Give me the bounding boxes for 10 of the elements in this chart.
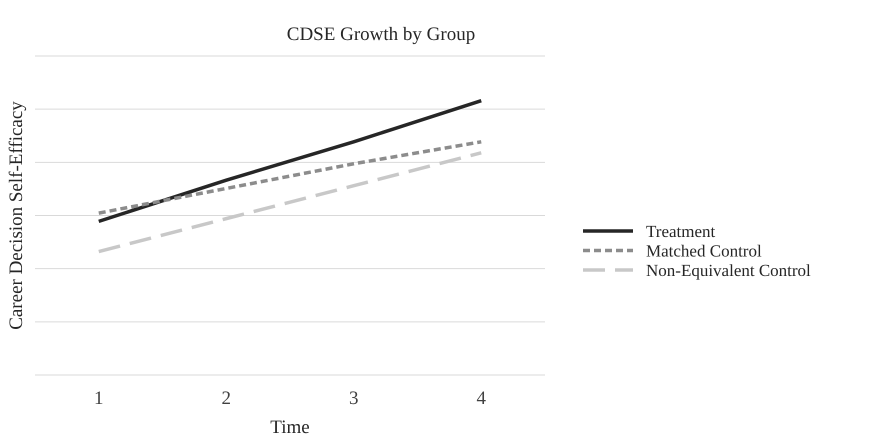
x-tick-label: 3 (349, 388, 358, 409)
x-tick-label: 2 (222, 388, 231, 409)
x-tick-label: 4 (476, 388, 486, 409)
legend-label: Matched Control (646, 242, 762, 260)
chart-title: CDSE Growth by Group (286, 24, 476, 45)
legend-label: Treatment (646, 222, 716, 241)
y-axis-title: Career Decision Self-Efficacy (6, 100, 27, 330)
x-axis-title: Time (270, 417, 310, 438)
x-tick-label: 1 (94, 388, 104, 409)
legend-label: Non-Equivalent Control (646, 261, 812, 280)
